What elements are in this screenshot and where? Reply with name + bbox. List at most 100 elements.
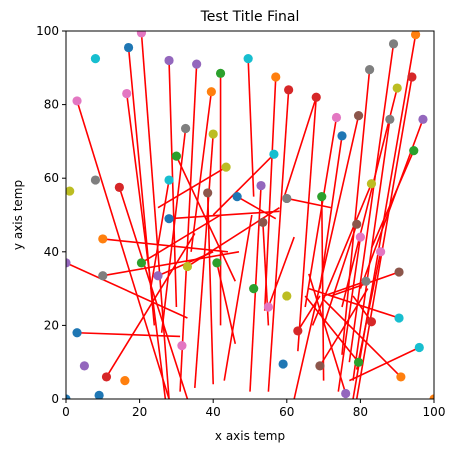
y-axis-ticks: 0 20 40 60 80 100: [36, 24, 66, 406]
line-segment: [206, 192, 214, 385]
data-point: [72, 328, 82, 338]
line-segment: [359, 119, 424, 289]
line-segment: [319, 288, 369, 367]
data-point: [171, 151, 181, 161]
line-segment: [352, 34, 417, 399]
line-segment: [323, 280, 367, 297]
data-point: [271, 72, 281, 82]
data-point: [203, 188, 213, 198]
line-segment: [118, 187, 189, 399]
data-point: [411, 31, 421, 40]
data-point: [337, 131, 347, 141]
data-point: [79, 361, 89, 371]
line-segment: [160, 128, 187, 333]
data-point: [177, 341, 187, 351]
data-point: [249, 284, 259, 294]
data-point: [94, 390, 104, 399]
line-segment: [179, 64, 198, 392]
line-segment: [352, 119, 391, 381]
data-point: [153, 271, 163, 281]
data-point: [123, 42, 134, 53]
data-point: [136, 31, 147, 38]
data-point: [293, 326, 303, 336]
data-point: [90, 54, 101, 64]
y-tick-label: 20: [44, 318, 59, 332]
line-segment: [127, 47, 156, 326]
line-segment: [168, 60, 178, 308]
line-segment: [352, 295, 373, 323]
line-segment: [304, 295, 360, 363]
data-point: [366, 179, 377, 189]
data-point: [331, 112, 342, 123]
data-point: [353, 357, 364, 367]
plot-frame: [65, 30, 435, 400]
line-segment: [341, 69, 371, 355]
line-segment: [157, 166, 227, 209]
data-point: [409, 146, 419, 156]
line-segment: [187, 206, 280, 268]
line-segment: [337, 236, 362, 392]
data-point: [392, 83, 402, 93]
data-point: [256, 180, 266, 191]
line-segment: [293, 115, 360, 399]
data-point: [355, 232, 365, 242]
line-segment: [223, 214, 253, 381]
y-tick-label: 80: [44, 98, 59, 112]
line-segment: [308, 273, 347, 394]
line-segment: [102, 251, 240, 277]
data-point: [385, 114, 395, 124]
data-point: [221, 162, 231, 172]
x-tick-label: 60: [279, 405, 294, 419]
line-segment: [247, 58, 255, 197]
line-segment: [341, 87, 398, 308]
line-segment: [304, 117, 338, 308]
data-point: [418, 114, 428, 124]
line-segment: [355, 76, 413, 399]
data-point: [101, 372, 112, 382]
data-point: [311, 92, 321, 102]
line-segment: [190, 91, 213, 252]
x-axis-ticks: 0 20 40 60 80 100: [62, 399, 445, 419]
data-point: [66, 394, 71, 399]
line-segment: [297, 97, 318, 352]
data-point: [317, 192, 327, 202]
x-tick-label: 20: [132, 405, 147, 419]
line-segment: [77, 331, 181, 338]
data-point: [414, 342, 424, 353]
data-point: [208, 129, 218, 139]
data-point: [366, 317, 377, 327]
x-tick-label: 80: [353, 405, 368, 419]
line-segment: [319, 135, 343, 289]
x-tick-label: 100: [423, 405, 446, 419]
data-point: [120, 376, 130, 386]
data-point: [212, 258, 222, 268]
data-point: [98, 271, 108, 281]
line-segment: [323, 299, 402, 378]
data-point: [269, 149, 279, 159]
data-point: [282, 193, 292, 204]
line-segment: [320, 196, 325, 381]
data-point: [215, 68, 226, 78]
line-segment: [348, 43, 395, 363]
line-segment: [308, 287, 400, 319]
data-point: [232, 192, 242, 202]
data-point: [136, 258, 147, 268]
data-point: [114, 182, 124, 192]
x-tick-label: 40: [206, 405, 221, 419]
data-point: [122, 88, 132, 99]
data-point: [407, 72, 417, 82]
data-point: [66, 258, 71, 268]
y-tick-label: 100: [36, 24, 59, 38]
data-point: [164, 55, 174, 66]
data-point: [243, 54, 253, 64]
line-segment: [212, 153, 275, 216]
data-point: [206, 87, 216, 97]
data-point: [353, 111, 364, 121]
line-segment: [125, 93, 167, 399]
line-segment: [311, 183, 373, 326]
line-segment: [349, 346, 420, 382]
data-point: [352, 219, 362, 229]
data-point: [192, 59, 202, 69]
line-segment: [140, 32, 170, 399]
data-point: [376, 247, 386, 257]
